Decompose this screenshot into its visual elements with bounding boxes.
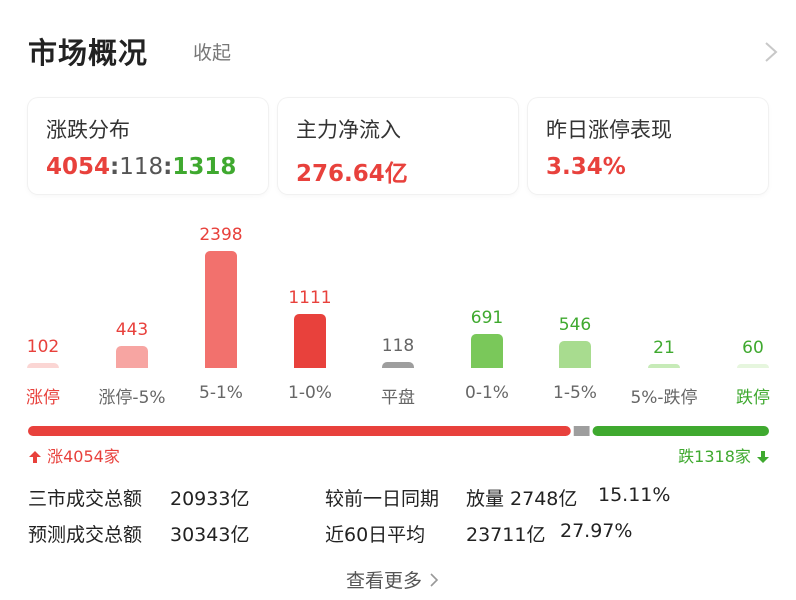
breadth-up-segment (28, 426, 571, 436)
bar-7 (648, 364, 680, 368)
bar-category-label-7: 5%-跌停 (630, 388, 698, 408)
breadth-flat-segment (573, 426, 590, 436)
avg60-value: 23711亿 (466, 524, 546, 546)
card-inflow-value: 276.64亿 (296, 161, 408, 187)
total-turnover-label: 三市成交总额 (28, 488, 143, 510)
bar-value-label-0: 102 (26, 337, 60, 358)
breadth-flat-value: 118 (119, 154, 164, 180)
bar-value-label-4: 118 (381, 336, 415, 357)
bar-category-label-1: 涨停-5% (98, 388, 166, 408)
bar-0 (27, 363, 59, 368)
arrow-up-icon (29, 451, 41, 463)
breadth-sep-1: : (110, 154, 120, 180)
breadth-down-segment (592, 426, 769, 436)
collapse-button[interactable]: 收起 (193, 42, 232, 64)
bar-category-label-6: 1-5% (553, 383, 597, 403)
chevron-right-icon[interactable] (760, 40, 782, 64)
card-breadth-value: 4054:118:1318 (46, 154, 236, 180)
bar-value-label-1: 443 (115, 320, 149, 341)
bar-category-label-3: 1-0% (288, 383, 332, 403)
bar-category-label-0: 涨停 (26, 388, 60, 408)
card-breadth-label: 涨跌分布 (46, 118, 130, 142)
bar-3 (294, 313, 326, 368)
card-limit-up-performance[interactable]: 昨日涨停表现 3.34% (528, 98, 768, 194)
bar-category-label-2: 5-1% (199, 383, 243, 403)
breadth-track (28, 426, 769, 436)
bar-6 (559, 341, 591, 368)
card-limitup-label: 昨日涨停表现 (546, 118, 672, 142)
bar-5 (471, 334, 503, 368)
bar-category-label-5: 0-1% (465, 383, 509, 403)
breadth-sep-2: : (163, 154, 173, 180)
bar-value-label-7: 21 (653, 338, 675, 358)
bar-4 (382, 362, 414, 368)
view-more-label: 查看更多 (346, 570, 423, 592)
avg60-pct: 27.97% (560, 520, 633, 542)
bar-8 (737, 364, 769, 368)
arrow-down-icon (757, 451, 769, 463)
breadth-down-value: 1318 (172, 154, 237, 180)
bar-value-label-2: 2398 (199, 225, 243, 245)
forecast-turnover-label: 预测成交总额 (28, 524, 143, 546)
view-more-button[interactable]: 查看更多 (346, 566, 440, 593)
forecast-turnover-value: 30343亿 (170, 524, 250, 546)
distribution-chart: 102 涨停 443 涨停-5% 2398 5-1% 1111 1-0% 118 平盘 691 0-1… (26, 225, 770, 408)
bar-category-label-4: 平盘 (381, 388, 415, 408)
breadth-up-text: 涨4054家 (47, 447, 120, 466)
bar-value-label-5: 691 (470, 308, 504, 329)
compare-pct: 15.11% (598, 484, 671, 506)
breadth-up-label: 涨4054家 (28, 443, 120, 467)
bar-1 (116, 346, 148, 368)
total-turnover-value: 20933亿 (170, 488, 250, 510)
breadth-down-label: 跌1318家 (640, 443, 770, 467)
card-main-inflow[interactable]: 主力净流入 276.64亿 (278, 98, 518, 194)
compare-label: 较前一日同期 (325, 488, 440, 510)
bar-value-label-3: 1111 (288, 287, 332, 308)
card-breadth[interactable]: 涨跌分布 4054:118:1318 (28, 98, 268, 194)
bar-2 (205, 251, 237, 368)
breadth-down-text: 跌1318家 (678, 447, 751, 466)
compare-value: 放量 2748亿 (466, 488, 578, 510)
chevron-right-small-icon (430, 573, 439, 587)
bar-category-label-8: 跌停 (736, 388, 770, 408)
card-limitup-value: 3.34% (546, 154, 626, 180)
breadth-up-value: 4054 (46, 154, 111, 180)
bar-value-label-8: 60 (742, 338, 764, 358)
bar-value-label-6: 546 (558, 315, 592, 336)
avg60-label: 近60日平均 (325, 524, 426, 546)
card-inflow-label: 主力净流入 (296, 118, 401, 142)
page-title: 市场概况 (28, 36, 149, 70)
